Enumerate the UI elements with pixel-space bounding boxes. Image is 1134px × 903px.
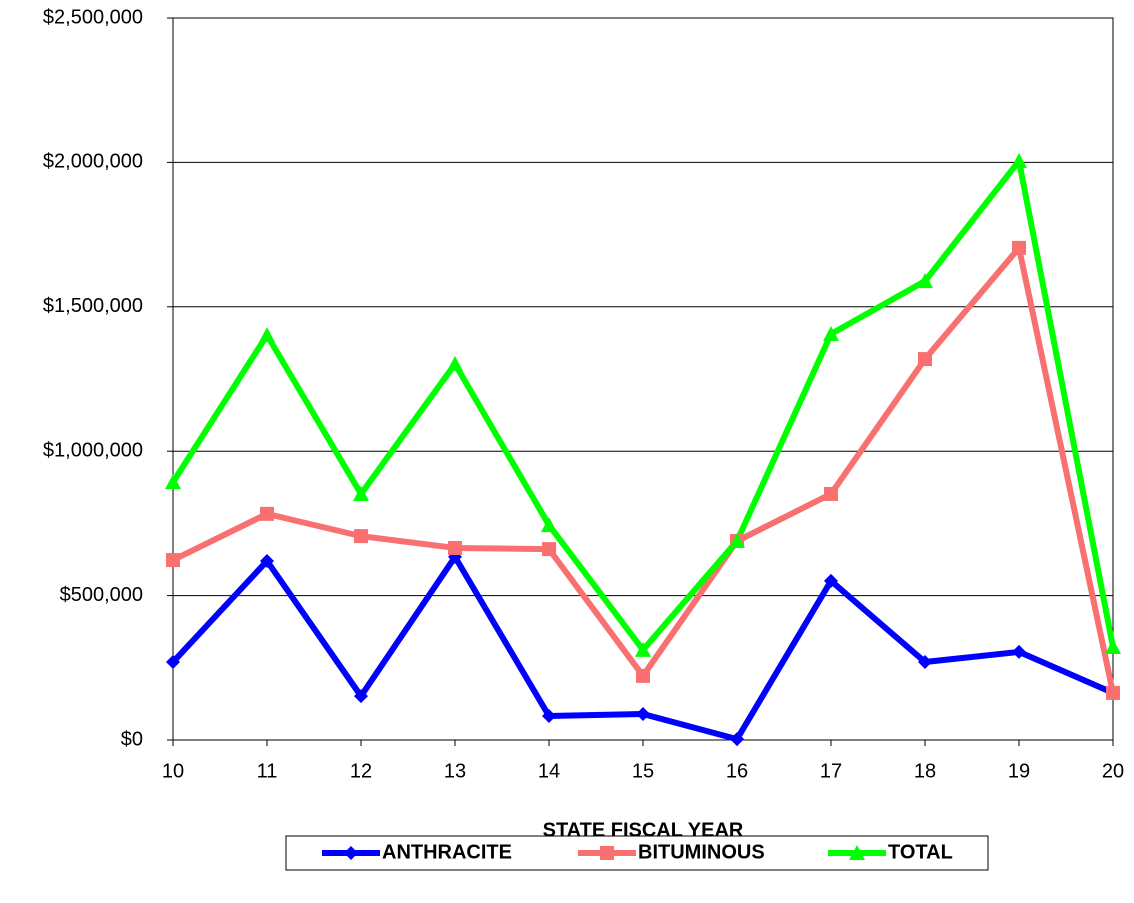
y-tick-label: $2,500,000 [43,6,143,28]
marker [1011,152,1027,168]
marker [635,641,651,657]
y-tick-label: $2,000,000 [43,151,143,173]
marker [541,517,557,533]
x-tick-label: 16 [726,760,748,782]
marker [165,474,181,490]
y-tick-label: $0 [121,728,143,750]
marker [730,732,744,747]
legend-marker [600,846,614,860]
x-tick-label: 14 [538,760,560,782]
legend-marker [344,846,358,860]
marker [729,533,745,549]
y-tick-label: $1,000,000 [43,439,143,461]
marker [354,529,368,544]
legend-label: TOTAL [888,841,953,863]
marker [917,273,933,289]
marker [447,355,463,371]
x-tick-label: 18 [914,760,936,782]
marker [824,486,838,501]
marker [166,553,180,568]
y-tick-label: $500,000 [60,584,143,606]
marker [636,707,650,722]
marker [1105,639,1121,655]
marker [823,325,839,341]
y-tick-label: $1,500,000 [43,295,143,317]
marker [918,655,932,670]
marker [260,553,274,568]
marker [1106,685,1120,700]
legend-marker [849,845,865,860]
marker [1012,240,1026,255]
legend-label: ANTHRACITE [382,841,512,863]
marker [542,709,556,724]
x-tick-label: 13 [444,760,466,782]
marker [259,327,275,343]
x-tick-label: 20 [1102,760,1124,782]
marker [918,352,932,367]
marker [448,540,462,555]
marker [1012,644,1026,659]
marker [636,668,650,683]
marker [542,542,556,557]
x-tick-label: 15 [632,760,654,782]
x-tick-label: 12 [350,760,372,782]
x-tick-label: 11 [257,760,278,782]
x-tick-label: 19 [1008,760,1030,782]
marker [353,485,369,501]
marker [354,689,368,704]
marker [166,655,180,670]
marker [824,573,838,588]
marker [260,506,274,521]
legend-label: BITUMINOUS [638,841,765,863]
x-tick-label: 17 [820,760,842,782]
x-tick-label: 10 [162,760,184,782]
